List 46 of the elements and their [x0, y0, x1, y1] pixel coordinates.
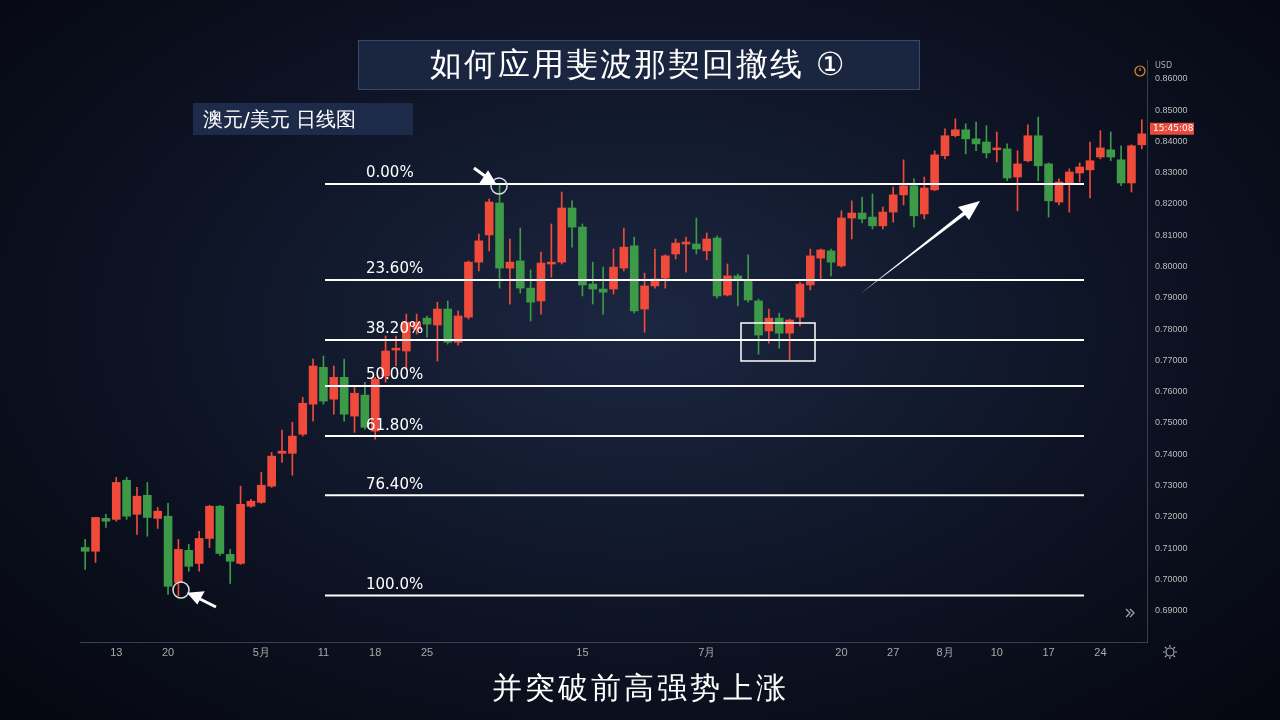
text: 澳元/美元 日线图 [202, 106, 358, 133]
y-tick-label: 0.72000 [1155, 511, 1188, 522]
y-tick-label: 0.84000 [1155, 135, 1188, 146]
text: 并突破前高强势上涨 [490, 669, 790, 707]
candlestick [277, 429, 287, 463]
x-tick-label: 20 [161, 645, 175, 658]
x-tick-label: 15 [576, 645, 589, 658]
x-tick-label: 5月 [252, 645, 270, 658]
annotation: 0.00% [366, 163, 414, 182]
y-tick-label: 0.82000 [1155, 198, 1188, 209]
y-tick-label: 0.74000 [1155, 448, 1188, 459]
text: 15:45:08 [1153, 123, 1194, 134]
annotation: 76.40% [366, 474, 424, 493]
y-tick-label: 0.77000 [1155, 354, 1188, 365]
x-tick-label: 11 [317, 645, 330, 658]
candlestick [225, 549, 235, 584]
x-tick-label: 10 [990, 645, 1003, 658]
candlestick [80, 539, 90, 570]
x-tick-label: 13 [110, 645, 123, 658]
y-tick-label: 0.80000 [1155, 261, 1188, 271]
y-tick-label: 0.76000 [1155, 386, 1188, 397]
candlestick [1085, 141, 1095, 199]
x-tick-label: 18 [369, 645, 382, 658]
x-tick-label: 7月 [698, 645, 716, 658]
y-axis-title: USD [1155, 61, 1173, 71]
y-tick-label: 0.78000 [1155, 323, 1188, 334]
y-tick-label: 0.75000 [1155, 417, 1188, 428]
candlestick [847, 200, 857, 240]
x-tick-label: 8月 [936, 645, 954, 658]
x-tick-label: 20 [835, 645, 848, 658]
x-tick-label: 25 [420, 645, 434, 658]
x-tick-label: 24 [1094, 645, 1107, 658]
y-tick-label: 0.81000 [1155, 229, 1188, 240]
annotation: 23.60% [366, 259, 424, 278]
y-tick-label: 0.73000 [1155, 480, 1188, 491]
y-tick-label: 0.71000 [1155, 542, 1188, 553]
annotation: 100.0% [366, 574, 424, 593]
x-tick-label: 17 [1042, 645, 1055, 658]
y-tick-label: 0.86000 [1155, 73, 1188, 84]
y-tick-label: 0.69000 [1155, 605, 1188, 616]
y-tick-label: 0.85000 [1155, 104, 1188, 115]
y-tick-label: 0.70000 [1155, 573, 1188, 584]
y-tick-label: 0.79000 [1155, 292, 1188, 303]
x-tick-label: 27 [887, 645, 900, 658]
y-tick-label: 0.83000 [1155, 167, 1188, 178]
candlestick [598, 266, 608, 315]
